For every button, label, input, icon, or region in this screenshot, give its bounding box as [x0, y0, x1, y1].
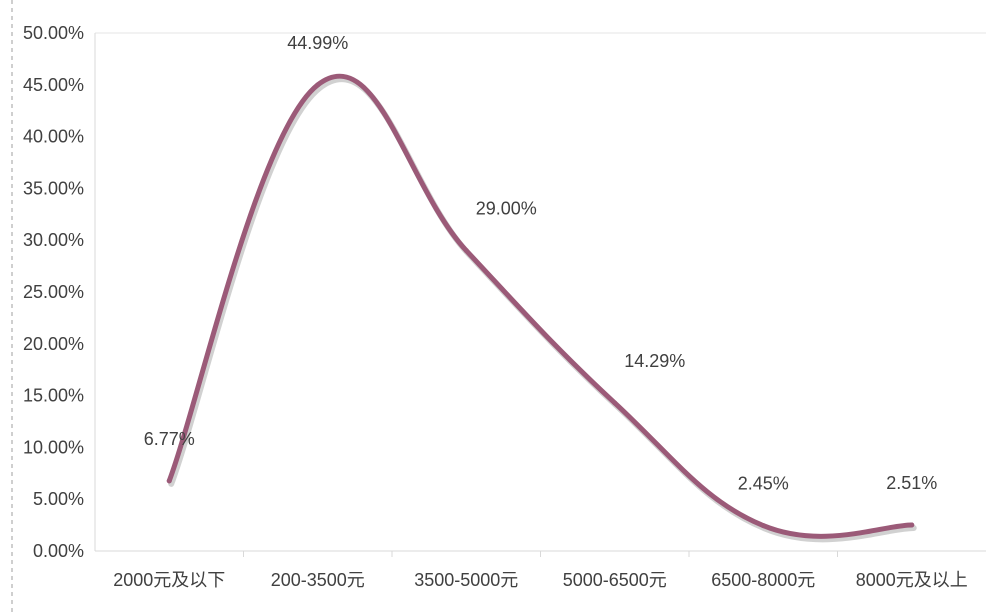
- data-label: 44.99%: [287, 33, 348, 53]
- x-tick-label: 3500-5000元: [414, 570, 518, 590]
- data-point: [463, 248, 469, 254]
- y-tick-label: 5.00%: [33, 489, 84, 509]
- data-labels-layer: 6.77% 44.99% 29.00% 14.29% 2.45% 2.51%: [144, 33, 938, 494]
- y-tick-label: 10.00%: [23, 437, 84, 457]
- y-tick-label: 0.00%: [33, 541, 84, 561]
- y-axis-ticks: 0.00% 5.00% 10.00% 15.00% 20.00% 25.00% 30.00%…: [23, 23, 84, 561]
- series-layer: [166, 73, 917, 543]
- x-tick-label: 6500-8000元: [711, 570, 815, 590]
- data-label: 29.00%: [476, 199, 537, 219]
- data-point: [612, 400, 618, 406]
- y-tick-label: 30.00%: [23, 230, 84, 250]
- data-label: 2.45%: [738, 474, 789, 494]
- x-tick-label: 2000元及以下: [113, 570, 225, 590]
- series-line: [166, 73, 915, 539]
- y-tick-label: 20.00%: [23, 334, 84, 354]
- data-point: [166, 478, 172, 484]
- data-label: 2.51%: [886, 473, 937, 493]
- x-tick-label: 5000-6500元: [563, 570, 667, 590]
- data-point: [315, 82, 321, 88]
- y-tick-label: 25.00%: [23, 282, 84, 302]
- y-tick-label: 45.00%: [23, 75, 84, 95]
- data-label: 6.77%: [144, 429, 195, 449]
- y-tick-label: 40.00%: [23, 127, 84, 147]
- x-axis-ticks: 2000元及以下 200-3500元 3500-5000元 5000-6500元 650…: [113, 551, 968, 590]
- data-point: [760, 523, 766, 529]
- y-tick-label: 15.00%: [23, 386, 84, 406]
- data-label: 14.29%: [624, 351, 685, 371]
- x-tick-label: 200-3500元: [271, 570, 365, 590]
- y-tick-label: 50.00%: [23, 23, 84, 43]
- x-tick-label: 8000元及以上: [856, 570, 968, 590]
- y-tick-label: 35.00%: [23, 178, 84, 198]
- series-line-shadow: [168, 76, 917, 543]
- data-point: [909, 522, 915, 528]
